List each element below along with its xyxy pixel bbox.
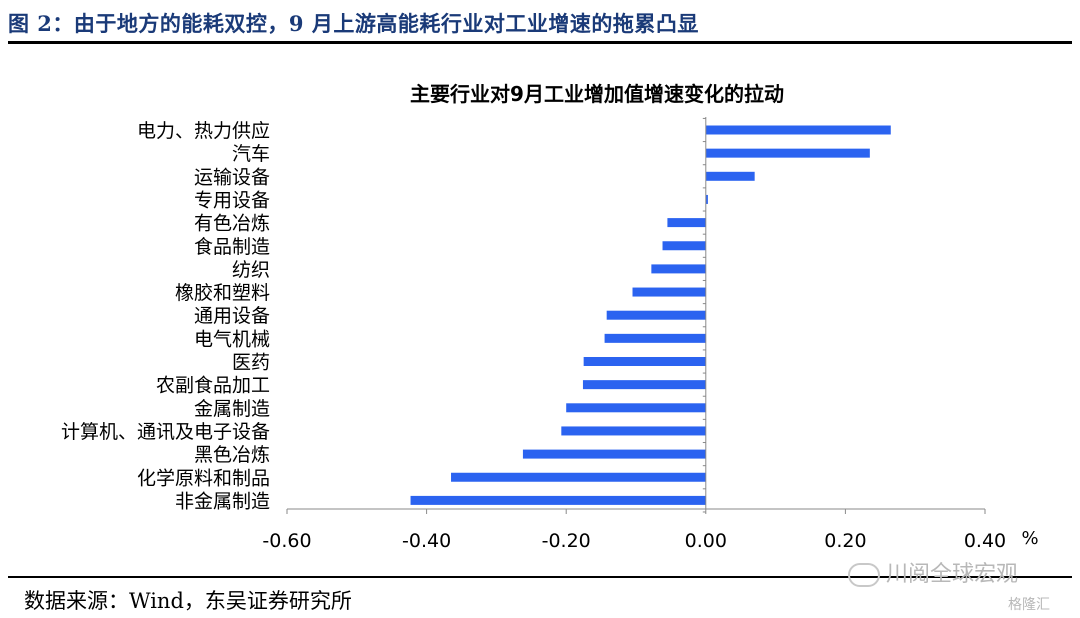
category-label: 金属制造 <box>194 398 270 420</box>
bar <box>651 264 706 274</box>
x-tick-label: 0.40 <box>964 530 1006 552</box>
bar <box>632 287 706 297</box>
category-label: 汽车 <box>232 143 270 165</box>
figure-title: 图 2：由于地方的能耗双控，9 月上游高能耗行业对工业增速的拖累凸显 <box>8 11 699 36</box>
bar <box>705 194 708 204</box>
category-labels: 电力、热力供应汽车运输设备专用设备有色冶炼食品制造纺织橡胶和塑料通用设备电气机械… <box>61 120 270 512</box>
bar <box>451 472 706 482</box>
bar <box>561 426 706 436</box>
category-label: 纺织 <box>232 259 270 281</box>
bar <box>410 495 706 505</box>
category-label: 农副食品加工 <box>156 375 270 397</box>
category-label: 电气机械 <box>194 328 270 350</box>
bar <box>705 148 870 158</box>
wechat-icon <box>848 563 880 587</box>
category-label: 有色冶炼 <box>194 213 270 235</box>
bar <box>522 449 706 459</box>
bar <box>705 125 891 135</box>
x-tick-label: 0.00 <box>685 530 727 552</box>
category-label: 黑色冶炼 <box>194 444 270 466</box>
x-tick-label: -0.40 <box>402 530 451 552</box>
bar <box>582 380 706 390</box>
bars-group <box>410 125 891 505</box>
top-rule <box>8 41 1072 44</box>
unit-label: % <box>1021 528 1038 549</box>
bar <box>604 333 706 343</box>
category-label: 食品制造 <box>194 236 270 258</box>
category-label: 通用设备 <box>194 305 270 327</box>
bottom-rule <box>8 576 1072 578</box>
chart-title: 主要行业对9月工业增加值增速变化的拉动 <box>410 82 784 106</box>
category-label: 运输设备 <box>194 166 270 188</box>
x-tick-label: 0.20 <box>824 530 866 552</box>
x-tick-label: -0.60 <box>262 530 311 552</box>
x-axis: -0.60 -0.40 -0.20 0.00 0.20 0.40 <box>262 117 1006 552</box>
bar <box>705 171 755 181</box>
category-label: 橡胶和塑料 <box>175 282 270 304</box>
watermark-text: 川阅全球宏观 <box>886 562 1019 587</box>
bar <box>662 241 706 251</box>
x-tick-label: -0.20 <box>542 530 591 552</box>
category-label: 计算机、通讯及电子设备 <box>61 421 270 443</box>
category-label: 专用设备 <box>194 189 270 211</box>
bar <box>667 218 706 228</box>
source-note: 数据来源：Wind，东吴证券研究所 <box>24 589 352 613</box>
category-label: 电力、热力供应 <box>137 120 270 142</box>
category-label: 化学原料和制品 <box>137 467 270 489</box>
category-label: 医药 <box>232 352 270 374</box>
category-label: 非金属制造 <box>175 490 270 512</box>
watermark: 川阅全球宏观 <box>848 556 1018 588</box>
bar <box>566 403 706 413</box>
bar <box>583 357 706 366</box>
watermark-sub: 格隆汇 <box>1008 597 1050 613</box>
bar <box>606 310 706 320</box>
